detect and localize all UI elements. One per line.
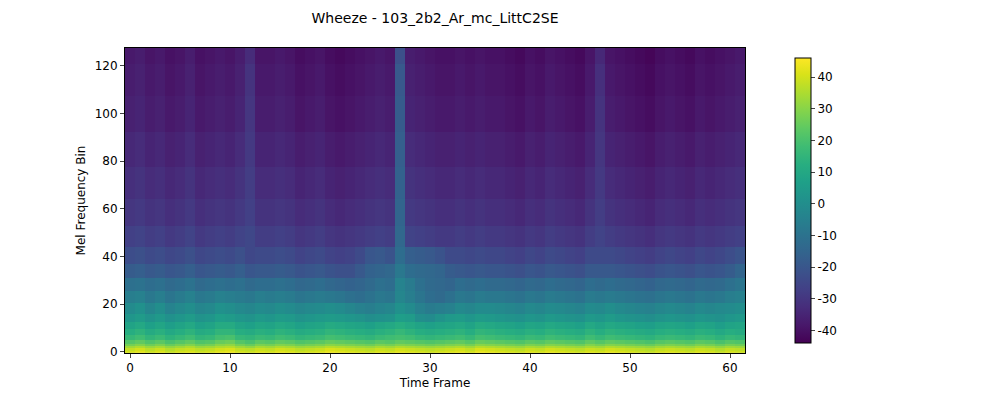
svg-text:-30: -30: [817, 292, 837, 306]
svg-text:0: 0: [110, 345, 118, 359]
svg-text:0: 0: [126, 361, 134, 375]
svg-text:30: 30: [422, 361, 437, 375]
svg-text:60: 60: [722, 361, 737, 375]
svg-text:-10: -10: [817, 229, 837, 243]
svg-text:-40: -40: [817, 324, 837, 338]
svg-text:20: 20: [322, 361, 337, 375]
svg-text:50: 50: [622, 361, 637, 375]
svg-text:Time Frame: Time Frame: [399, 376, 471, 390]
svg-text:10: 10: [222, 361, 237, 375]
svg-text:Wheeze - 103_2b2_Ar_mc_LittC2S: Wheeze - 103_2b2_Ar_mc_LittC2SE: [311, 10, 558, 26]
svg-text:10: 10: [817, 165, 832, 179]
svg-text:0: 0: [817, 197, 825, 211]
svg-text:100: 100: [95, 107, 118, 121]
svg-text:-20: -20: [817, 260, 837, 274]
svg-text:30: 30: [817, 102, 832, 116]
svg-text:Mel Frequency Bin: Mel Frequency Bin: [74, 146, 88, 256]
svg-text:80: 80: [102, 154, 117, 168]
svg-text:40: 40: [817, 70, 832, 84]
svg-text:40: 40: [102, 250, 117, 264]
svg-text:20: 20: [817, 134, 832, 148]
svg-text:120: 120: [95, 59, 118, 73]
svg-text:60: 60: [102, 202, 117, 216]
svg-text:20: 20: [102, 297, 117, 311]
svg-text:40: 40: [522, 361, 537, 375]
